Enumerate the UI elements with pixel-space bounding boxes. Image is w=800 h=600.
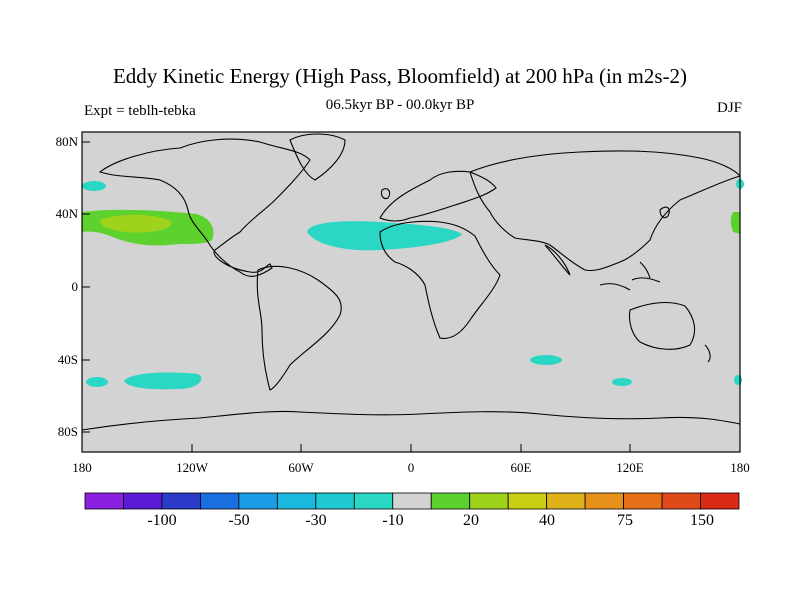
colorbar-label: -100 — [147, 512, 177, 529]
lat-tick-label: 80N — [55, 134, 78, 149]
southeast-indian-negative — [612, 378, 632, 386]
colorbar-label: -50 — [228, 512, 250, 529]
north-pacific-west-negative — [82, 181, 106, 191]
colorbar-swatch — [315, 492, 355, 510]
australia-coast — [628, 301, 696, 350]
colorbar-swatch — [623, 492, 663, 510]
lon-tick-label: 60E — [510, 460, 532, 475]
season-label: DJF — [716, 100, 742, 116]
uk-coast — [380, 188, 391, 200]
colorbar-label: 40 — [539, 512, 555, 529]
colorbar-label: 150 — [690, 512, 714, 529]
experiment-label: Expt = teblh-tebka — [84, 103, 196, 119]
colorbar-swatch — [546, 492, 586, 510]
colorbar-swatch — [123, 492, 163, 510]
positive-shading — [82, 209, 740, 246]
europe-coast — [379, 170, 497, 222]
tick-marks — [81, 141, 741, 452]
colorbar-swatch — [238, 492, 278, 510]
colorbar-swatch — [430, 492, 471, 510]
colorbar-swatch — [392, 492, 432, 510]
lon-tick-label: 180 — [72, 460, 92, 475]
north-america-coast — [98, 138, 311, 277]
lat-tick-label: 0 — [71, 279, 79, 294]
india-coast — [544, 244, 571, 276]
colorbar-swatch — [276, 492, 317, 510]
colorbar-swatch — [161, 492, 201, 510]
colorbar-swatch — [84, 492, 124, 510]
japan-coast — [659, 206, 670, 219]
colorbar-swatch — [507, 492, 548, 510]
colorbar-label: -30 — [305, 512, 327, 529]
coastlines — [81, 133, 741, 431]
lon-tick-label: 180 — [730, 460, 750, 475]
africa-coast — [379, 220, 501, 339]
colorbar-swatch — [200, 492, 240, 510]
period-label: 06.5kyr BP - 00.0kyr BP — [325, 97, 475, 113]
south-america-coast — [256, 265, 342, 391]
map-background — [82, 132, 740, 452]
lon-tick-label: 120W — [176, 460, 208, 475]
north-pacific-east-positive — [730, 212, 740, 234]
map-title: Eddy Kinetic Energy (High Pass, Bloomfie… — [112, 64, 688, 88]
anomaly-shading — [82, 179, 744, 390]
greenland-coast — [289, 133, 346, 181]
colorbar-label: 75 — [617, 512, 633, 529]
south-pacific-west-negative — [86, 377, 108, 387]
north-atlantic-negative — [307, 221, 462, 251]
lon-tick-label: 60W — [288, 460, 314, 475]
new-zealand-coast — [704, 344, 711, 363]
antarctica-coast — [81, 410, 741, 431]
colorbar-label: 20 — [463, 512, 479, 529]
maritime-islands — [599, 261, 661, 291]
colorbar-label: -10 — [382, 512, 404, 529]
colorbar-swatch — [584, 492, 624, 510]
colorbar-swatch — [700, 492, 740, 510]
lat-tick-label: 80S — [57, 424, 78, 439]
lat-tick-label: 40S — [57, 352, 78, 367]
lon-tick-label: 120E — [616, 460, 644, 475]
lat-tick-label: 40N — [55, 206, 78, 221]
south-indian-negative — [530, 355, 562, 365]
colorbar-swatch — [661, 492, 701, 510]
lon-tick-label: 0 — [407, 460, 415, 475]
colorbar-swatch — [353, 492, 394, 510]
south-pacific-negative — [124, 372, 202, 390]
north-pacific-core — [100, 214, 172, 233]
asia-coast — [469, 150, 741, 272]
colorbar-swatch — [469, 492, 509, 510]
